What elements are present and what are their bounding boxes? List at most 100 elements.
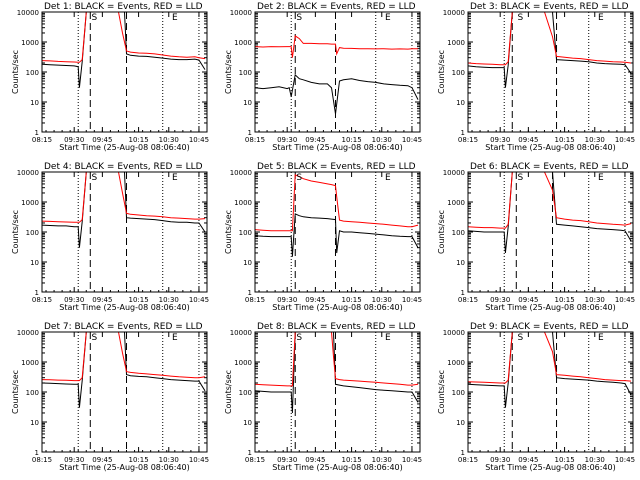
x-tick-label: 10:15 [128, 296, 148, 304]
y-tick-label: 1000 [234, 359, 252, 367]
y-axis-label: Counts/sec [437, 50, 446, 94]
marker-e: E [385, 333, 391, 343]
y-tick-label: 1000 [447, 39, 465, 47]
y-tick-label: 1000 [21, 199, 39, 207]
marker-s: S [91, 13, 97, 23]
panel-det-7: Det 7: BLACK = Events, RED = LLD 1 10 100 10… [11, 322, 209, 472]
panel-title: Det 7: BLACK = Events, RED = LLD [44, 322, 203, 332]
x-tick-label: 10:15 [341, 136, 361, 144]
x-tick-label: 08:15 [32, 456, 52, 464]
x-tick-label: 10:30 [585, 296, 605, 304]
marker-s: S [296, 333, 302, 343]
x-tick-label: 09:30 [64, 456, 84, 464]
y-tick-label: 100 [26, 229, 39, 237]
x-tick-label: 09:45 [518, 136, 538, 144]
y-tick-label: 10 [243, 259, 252, 267]
series-events-line [467, 11, 632, 88]
y-tick-label: 1 [35, 129, 39, 137]
marker-e: E [172, 13, 178, 23]
y-tick-label: 1000 [447, 199, 465, 207]
y-tick-label: 100 [26, 389, 39, 397]
marker-s: S [91, 173, 97, 183]
x-tick-label: 10:45 [189, 296, 209, 304]
y-tick-label: 1000 [21, 39, 39, 47]
marker-s: S [296, 13, 302, 23]
series-lld-line [467, 11, 632, 66]
x-axis-label: Start Time (25-Aug-08 08:06:40) [485, 143, 616, 152]
x-tick-label: 10:30 [372, 296, 392, 304]
x-tick-label: 08:15 [458, 456, 478, 464]
x-tick-label: 09:45 [305, 296, 325, 304]
plot-frame [41, 171, 208, 293]
x-axis-label: Start Time (25-Aug-08 08:06:40) [59, 143, 190, 152]
series-lld-line [254, 331, 419, 387]
x-tick-label: 10:45 [615, 296, 635, 304]
y-tick-label: 1000 [447, 359, 465, 367]
marker-e: E [385, 13, 391, 23]
series-events-line [41, 171, 206, 248]
y-tick-label: 10000 [230, 329, 252, 337]
series-lld-line [467, 331, 632, 384]
x-tick-label: 10:15 [341, 456, 361, 464]
x-axis-label: Start Time (25-Aug-08 08:06:40) [485, 303, 616, 312]
x-tick-label: 10:15 [128, 136, 148, 144]
x-tick-label: 10:15 [554, 136, 574, 144]
panel-title: Det 1: BLACK = Events, RED = LLD [44, 2, 203, 12]
x-tick-label: 09:30 [277, 296, 297, 304]
y-axis-label: Counts/sec [224, 370, 233, 414]
y-axis-label: Counts/sec [11, 370, 20, 414]
x-tick-label: 10:30 [585, 456, 605, 464]
x-tick-label: 10:30 [372, 456, 392, 464]
panel-det-8: Det 8: BLACK = Events, RED = LLD 1 10 100 10… [224, 322, 422, 472]
x-tick-label: 10:15 [128, 456, 148, 464]
plot-frame [41, 331, 208, 453]
panel-det-3: Det 3: BLACK = Events, RED = LLD 1 10 100 10… [437, 2, 635, 152]
y-tick-label: 100 [26, 69, 39, 77]
x-tick-label: 10:45 [189, 136, 209, 144]
plot-frame [254, 331, 421, 453]
marker-s: S [517, 173, 523, 183]
panel-det-5: Det 5: BLACK = Events, RED = LLD 1 10 100 10… [224, 162, 422, 312]
x-tick-label: 10:15 [554, 456, 574, 464]
y-tick-label: 1 [461, 129, 465, 137]
y-tick-label: 10000 [443, 329, 465, 337]
marker-s: S [91, 333, 97, 343]
series-lld-line [254, 35, 418, 58]
y-tick-label: 100 [239, 69, 252, 77]
y-tick-label: 10 [30, 99, 39, 107]
x-tick-label: 09:45 [92, 296, 112, 304]
x-tick-label: 08:15 [245, 136, 265, 144]
panel-det-1: Det 1: BLACK = Events, RED = LLD 1 10 100 10… [11, 2, 209, 152]
x-tick-label: 09:45 [92, 136, 112, 144]
y-tick-label: 10000 [443, 9, 465, 17]
panel-det-4: Det 4: BLACK = Events, RED = LLD 1 10 100 10… [11, 162, 209, 312]
panel-title: Det 2: BLACK = Events, RED = LLD [257, 2, 416, 12]
x-tick-label: 08:15 [32, 136, 52, 144]
x-tick-label: 10:30 [159, 296, 179, 304]
y-tick-label: 100 [452, 229, 465, 237]
y-tick-label: 10000 [17, 9, 39, 17]
x-tick-label: 09:30 [490, 296, 510, 304]
x-tick-label: 09:45 [305, 136, 325, 144]
y-tick-label: 10 [243, 419, 252, 427]
x-tick-label: 09:30 [490, 136, 510, 144]
x-axis-label: Start Time (25-Aug-08 08:06:40) [272, 303, 403, 312]
x-tick-label: 10:45 [615, 456, 635, 464]
x-tick-label: 08:15 [458, 296, 478, 304]
y-tick-label: 10000 [443, 169, 465, 177]
panel-title: Det 5: BLACK = Events, RED = LLD [257, 162, 416, 172]
y-tick-label: 1 [248, 449, 252, 457]
plot-frame [254, 11, 421, 133]
x-tick-label: 08:15 [458, 136, 478, 144]
y-tick-label: 10 [243, 99, 252, 107]
plot-frame [467, 331, 634, 453]
x-tick-label: 09:45 [305, 456, 325, 464]
y-tick-label: 10 [456, 419, 465, 427]
y-tick-label: 10 [456, 99, 465, 107]
y-axis-label: Counts/sec [437, 210, 446, 254]
x-tick-label: 10:30 [585, 136, 605, 144]
x-tick-label: 10:30 [372, 136, 392, 144]
series-lld-line [41, 11, 206, 63]
y-tick-label: 10000 [17, 329, 39, 337]
